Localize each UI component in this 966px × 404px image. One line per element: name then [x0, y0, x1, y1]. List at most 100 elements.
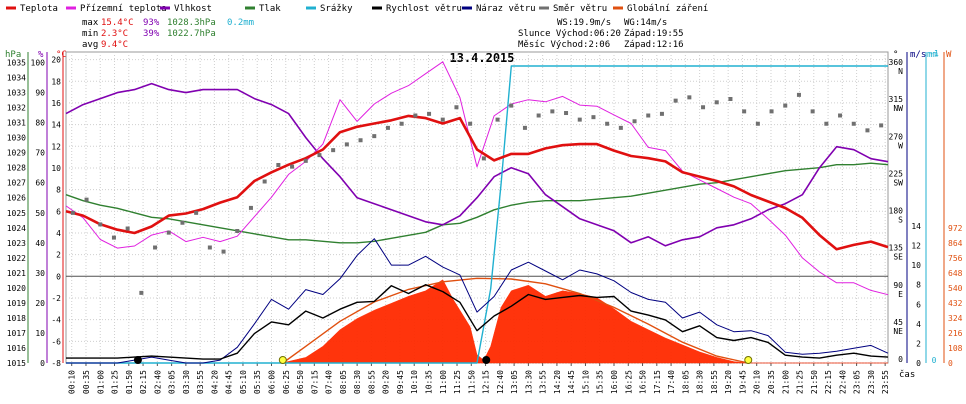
axis-humidity-tick-label: 90 — [35, 89, 45, 98]
axis-direction-compass-label: N — [898, 67, 903, 76]
series-direction-point — [111, 235, 116, 240]
stats-min-hum: 39% — [143, 29, 160, 39]
x-tick-label: 01:00 — [96, 370, 105, 394]
axis-radiation-tick-label: 432 — [948, 299, 963, 308]
axis-pressure-tick-label: 1029 — [7, 149, 26, 158]
axis-direction-compass-label: S — [898, 216, 903, 225]
plot-frame — [65, 51, 889, 364]
axis-temp-tick-label: -4 — [51, 316, 61, 325]
axis-pressure-tick-label: 1016 — [7, 344, 26, 353]
unit-hpa: hPa — [5, 50, 21, 60]
axis-direction-tick-label: 90 — [893, 281, 903, 290]
series-humidity-line — [65, 82, 889, 247]
info-wg: WG:14m/s — [624, 18, 667, 28]
series-direction-point — [399, 121, 404, 126]
series-direction-point — [769, 109, 774, 114]
axis-temp-tick-label: -2 — [51, 294, 61, 303]
sun-marker-icon — [278, 356, 287, 364]
axis-humidity-tick-label: 30 — [35, 269, 45, 278]
series-direction-point — [550, 109, 555, 114]
x-tick-label: 20:35 — [767, 370, 776, 394]
series-direction-point — [838, 113, 843, 118]
x-tick-label: 12:15 — [482, 370, 491, 394]
x-tick-label: 21:50 — [810, 370, 819, 394]
axis-temp-tick-label: 4 — [56, 229, 61, 238]
axis-pressure-tick-label: 1032 — [7, 104, 26, 113]
series-direction-point — [618, 125, 623, 130]
axis-direction-compass-label: SW — [893, 178, 903, 187]
series-direction-point — [810, 109, 815, 114]
series-direction-point — [427, 111, 432, 116]
axis-pressure-tick-label: 1035 — [7, 59, 26, 68]
x-tick-label: 20:10 — [753, 370, 762, 394]
series-direction-point — [413, 113, 418, 118]
x-tick-label: 10:10 — [410, 370, 419, 394]
axis-wind-tick-label: 4 — [916, 320, 921, 329]
stats-avg-temp: 9.4°C — [101, 40, 128, 50]
axis-temp-tick-label: 8 — [56, 186, 61, 195]
series-direction-point — [372, 134, 377, 139]
axis-pressure-tick-label: 1020 — [7, 284, 26, 293]
axis-temp-tick-label: 10 — [51, 164, 61, 173]
axis-radiation-tick-label: 324 — [948, 314, 963, 323]
axis-direction-tick-label: 0 — [898, 355, 903, 364]
series-direction-point — [454, 105, 459, 110]
series-direction-point — [468, 121, 473, 126]
series-direction-point — [125, 226, 130, 231]
series-direction-point — [385, 125, 390, 130]
series-rain-line — [66, 65, 888, 364]
axis-pressure-tick-label: 1028 — [7, 164, 26, 173]
x-tick-label: 07:15 — [310, 370, 319, 394]
series-direction-point — [98, 222, 103, 227]
axis-direction-compass-label: E — [898, 290, 903, 299]
x-tick-label: 23:55 — [881, 370, 890, 394]
series-direction-point — [194, 210, 199, 215]
series-direction-point — [659, 111, 664, 116]
x-tick-label: 12:40 — [496, 370, 505, 394]
series-direction-point — [742, 109, 747, 114]
series-direction-point — [440, 117, 445, 122]
x-tick-label: 19:20 — [724, 370, 733, 394]
stats-min-label: min — [82, 29, 98, 39]
x-tick-label: 23:05 — [853, 370, 862, 394]
x-tick-label: 18:30 — [696, 370, 705, 394]
x-tick-label: 15:35 — [596, 370, 605, 394]
axis-temp-tick-label: 16 — [51, 99, 61, 108]
legend-label: Globální záření — [627, 4, 708, 14]
axis-radiation-tick-label: 0 — [948, 359, 953, 368]
axis-humidity-tick-label: 100 — [31, 59, 46, 68]
unit-mm: mm — [927, 50, 938, 60]
series-direction-point — [358, 138, 363, 143]
unit-w: W — [946, 50, 952, 60]
axis-humidity-tick-label: 80 — [35, 119, 45, 128]
x-tick-label: 14:45 — [567, 370, 576, 394]
legend-label: Vlhkost — [174, 4, 212, 14]
x-tick-label: 09:45 — [396, 370, 405, 394]
series-direction-point — [221, 249, 226, 254]
axis-humidity-tick-label: 20 — [35, 299, 45, 308]
sun-marker-icon — [744, 356, 753, 364]
series-direction-point — [139, 290, 144, 295]
x-tick-label: 13:30 — [524, 370, 533, 394]
axis-temp-tick-label: -6 — [51, 337, 61, 346]
info-moon: Měsíc Východ:2:06 — [518, 40, 610, 50]
axis-unit-labels: hPa % °C ° m/s mm W čas — [5, 50, 952, 380]
axis-pressure-tick-label: 1015 — [7, 359, 26, 368]
series-direction-point — [851, 121, 856, 126]
axis-pressure-tick-label: 1034 — [7, 74, 26, 83]
x-tick-label: 04:20 — [210, 370, 219, 394]
x-tick-label: 03:55 — [196, 370, 205, 394]
axis-rain-tick-label: -1 — [929, 49, 939, 58]
x-tick-label: 06:00 — [268, 370, 277, 394]
series-direction-point — [783, 103, 788, 108]
unit-pct: % — [38, 50, 44, 60]
x-tick-label: 04:45 — [225, 370, 234, 394]
series-direction-point — [879, 123, 884, 128]
unit-ms: m/s — [910, 50, 926, 60]
series-direction-point — [166, 230, 171, 235]
axis-direction-tick-label: 180 — [889, 207, 904, 216]
x-tick-label: 10:35 — [424, 370, 433, 394]
series-direction-point — [207, 245, 212, 250]
